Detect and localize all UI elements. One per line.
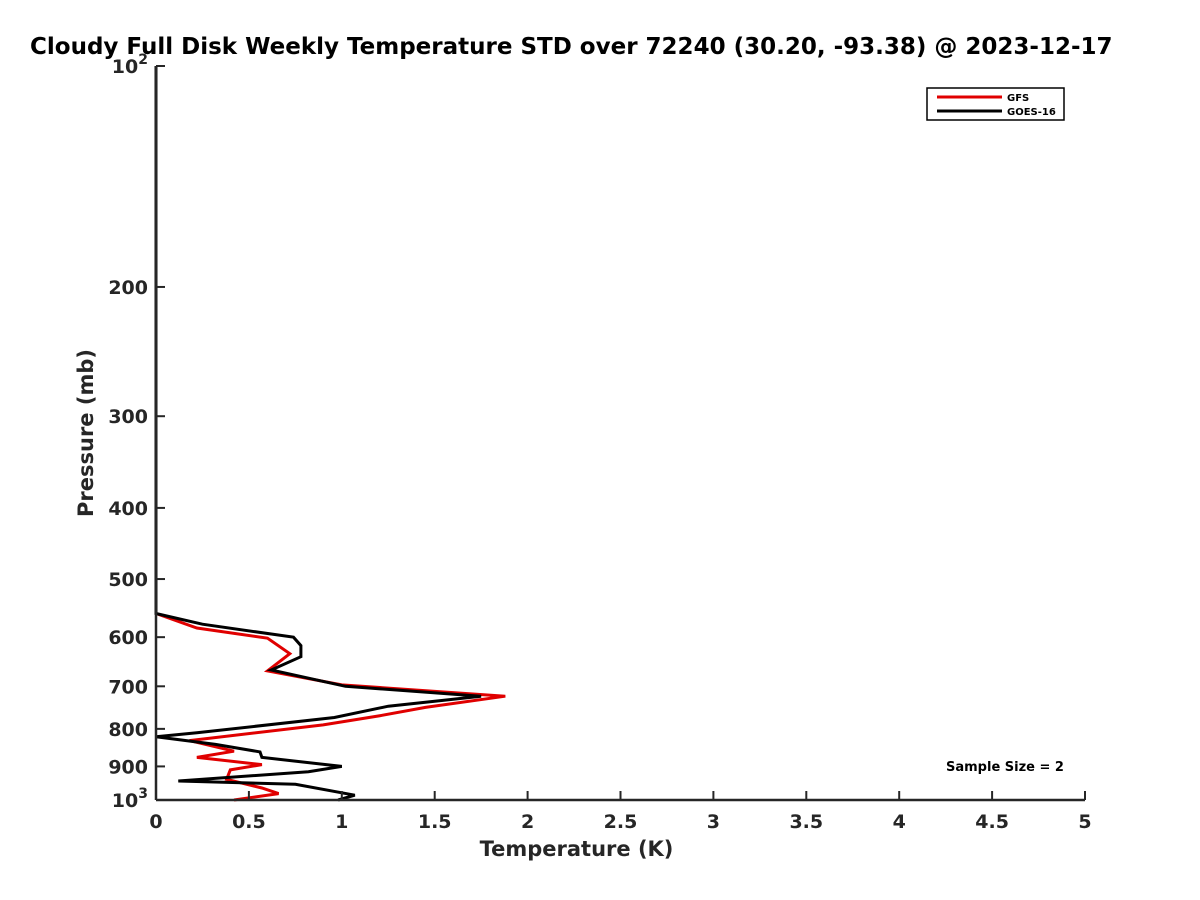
x-tick-label: 0.5 <box>232 811 266 833</box>
x-tick-label: 4.5 <box>975 811 1009 833</box>
y-tick-label: 700 <box>108 676 148 698</box>
chart-title: Cloudy Full Disk Weekly Temperature STD … <box>30 34 1113 60</box>
x-tick-label: 1 <box>335 811 348 833</box>
legend-label: GFS <box>1007 93 1029 104</box>
plot-lines <box>154 66 506 802</box>
x-tick-label: 3 <box>707 811 720 833</box>
x-tick-label: 2 <box>521 811 534 833</box>
y-tick-label: 300 <box>108 406 148 428</box>
x-tick-label: 1.5 <box>418 811 452 833</box>
x-tick-label: 0 <box>149 811 162 833</box>
y-axis-label: Pressure (mb) <box>74 349 98 517</box>
x-axis-ticks: 0 0.5 1 1.5 2 2.5 3 3.5 4 4.5 5 <box>149 791 1092 833</box>
y-tick-label: 103 <box>112 786 148 812</box>
x-tick-label: 4 <box>893 811 906 833</box>
legend: GFS GOES-16 <box>926 87 1065 121</box>
series-line-gfs <box>154 66 506 802</box>
y-tick-label: 900 <box>108 756 148 778</box>
y-tick-label: 200 <box>108 277 148 299</box>
y-tick-label: 600 <box>108 627 148 649</box>
y-tick-label: 500 <box>108 569 148 591</box>
sample-size-annotation: Sample Size = 2 <box>946 760 1064 775</box>
y-tick-label: 400 <box>108 498 148 520</box>
x-tick-label: 5 <box>1078 811 1091 833</box>
x-tick-label: 2.5 <box>604 811 638 833</box>
y-tick-label: 102 <box>112 52 148 78</box>
x-axis-label: Temperature (K) <box>480 837 674 861</box>
y-axis-ticks: 102 200 300 400 500 600 700 800 900 103 <box>108 52 165 812</box>
y-tick-label: 800 <box>108 719 148 741</box>
legend-box <box>926 87 1065 121</box>
legend-label: GOES-16 <box>1007 107 1056 118</box>
x-tick-label: 3.5 <box>789 811 823 833</box>
